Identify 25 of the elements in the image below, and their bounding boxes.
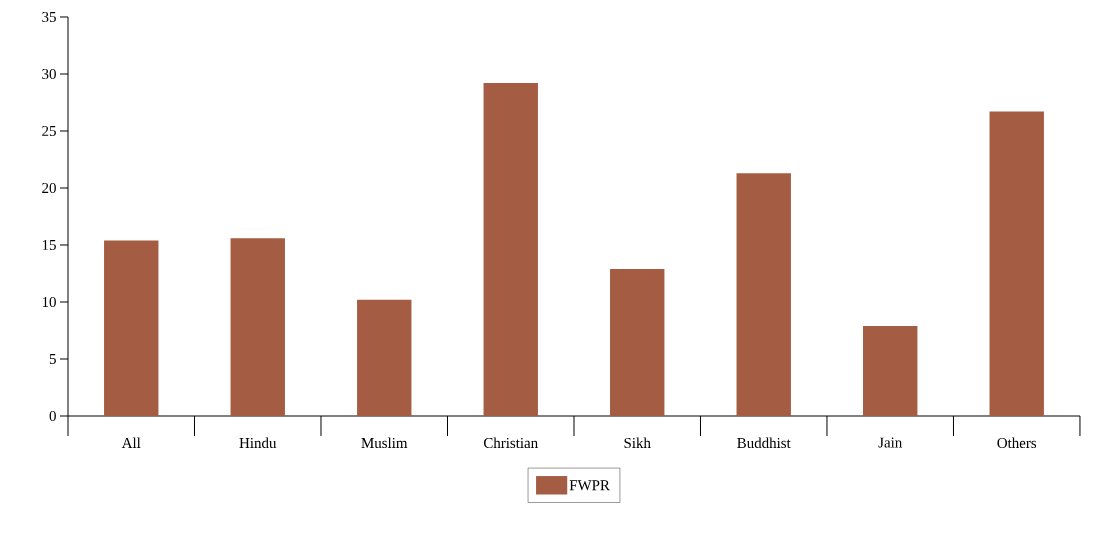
bar — [989, 111, 1044, 416]
x-tick-label: Muslim — [361, 437, 408, 449]
y-tick-label: 25 — [42, 125, 56, 137]
x-tick-label: Buddhist — [737, 437, 791, 449]
bar — [483, 83, 538, 416]
y-tick-label: 20 — [42, 182, 56, 194]
x-tick-label: Jain — [878, 437, 903, 448]
bar — [610, 268, 665, 416]
bar — [736, 173, 791, 416]
x-tick-label: Others — [997, 437, 1037, 449]
y-tick-label: 30 — [42, 68, 56, 80]
x-tick-label: Sikh — [624, 437, 651, 449]
y-tick-label: 10 — [42, 296, 56, 308]
x-tick-label: All — [121, 437, 141, 448]
x-tick-label: Hindu — [239, 437, 277, 449]
y-tick-label: 0 — [49, 410, 56, 422]
legend-label: FWPR — [569, 480, 610, 491]
bar — [357, 299, 412, 416]
bar — [230, 238, 285, 416]
bar — [104, 240, 159, 416]
y-tick-label: 5 — [49, 354, 56, 364]
y-tick-label: 35 — [42, 11, 56, 23]
bar — [863, 325, 918, 416]
y-tick-label: 15 — [42, 240, 56, 250]
x-tick-label: Christian — [483, 437, 538, 449]
